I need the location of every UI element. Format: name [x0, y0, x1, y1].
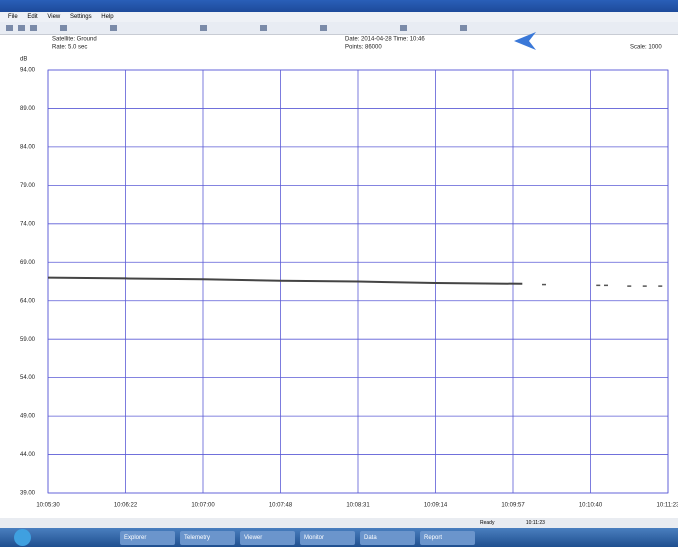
x-tick-label: 10:05:30 [36, 503, 60, 509]
y-tick-label: 54.00 [20, 375, 36, 381]
title-bar [0, 0, 678, 12]
toolbar [0, 22, 678, 35]
tool-button[interactable] [200, 25, 207, 31]
x-tick-label: 10:09:14 [424, 503, 448, 509]
y-axis-label: dB [20, 57, 27, 63]
status-text: Ready [480, 520, 495, 526]
tool-button[interactable] [18, 25, 25, 31]
tool-button[interactable] [320, 25, 327, 31]
x-tick-label: 10:07:48 [269, 503, 293, 509]
data-line [47, 276, 523, 285]
y-tick-label: 79.00 [20, 183, 36, 189]
y-tick-label: 89.00 [20, 106, 36, 112]
tool-button[interactable] [400, 25, 407, 31]
menu-item[interactable]: File [8, 14, 18, 20]
info-label: Date: 2014-04-28 Time: 10:46 [345, 37, 425, 43]
menu-item[interactable]: Edit [27, 14, 38, 20]
status-bar: Ready 10:11:23 [0, 518, 678, 528]
tool-button[interactable] [60, 25, 67, 31]
pointer-arrow [514, 32, 536, 50]
info-label: Scale: 1000 [630, 45, 662, 51]
data-point [542, 283, 546, 286]
status-text: 10:11:23 [525, 520, 545, 526]
task-button[interactable]: Viewer [240, 531, 295, 545]
tool-button[interactable] [260, 25, 267, 31]
data-point [658, 285, 663, 287]
task-button[interactable]: Data [360, 531, 415, 545]
task-button[interactable]: Telemetry [180, 531, 235, 545]
info-label: Points: 86000 [345, 45, 382, 51]
data-point [627, 285, 632, 287]
menu-item[interactable]: Settings [69, 14, 92, 20]
task-button[interactable]: Monitor [300, 531, 355, 545]
x-tick-label: 10:08:31 [346, 503, 370, 509]
x-tick-label: 10:11:23 [657, 503, 678, 509]
y-tick-label: 64.00 [20, 298, 36, 304]
info-label: Satellite: Ground [52, 37, 97, 43]
x-tick-label: 10:07:00 [191, 503, 215, 509]
task-button[interactable]: Explorer [120, 531, 175, 545]
y-tick-label: 94.00 [20, 68, 36, 74]
y-tick-label: 39.00 [20, 491, 36, 497]
menu-item[interactable]: Help [101, 14, 114, 20]
y-tick-label: 59.00 [20, 337, 36, 343]
task-button[interactable]: Report [420, 531, 475, 545]
tool-button[interactable] [460, 25, 467, 31]
tool-button[interactable] [6, 25, 13, 31]
y-tick-label: 69.00 [20, 260, 36, 266]
data-point [596, 284, 601, 287]
menu-item[interactable]: View [47, 14, 61, 20]
x-tick-label: 10:06:22 [114, 503, 138, 509]
x-tick-label: 10:10:40 [579, 503, 603, 509]
y-tick-label: 44.00 [20, 452, 36, 458]
chart: Satellite: Ground Rate: 5.0 sec Date: 20… [20, 37, 678, 509]
menu-bar: File Edit View Settings Help [0, 12, 678, 22]
y-tick-label: 84.00 [20, 144, 36, 150]
start-button[interactable] [14, 529, 31, 546]
tool-button[interactable] [30, 25, 37, 31]
data-point [642, 285, 647, 287]
tool-button[interactable] [110, 25, 117, 31]
x-tick-label: 10:09:57 [501, 503, 525, 509]
data-point [604, 284, 608, 287]
y-tick-label: 74.00 [20, 221, 36, 227]
info-label: Rate: 5.0 sec [52, 45, 87, 51]
y-tick-label: 49.00 [20, 414, 36, 420]
